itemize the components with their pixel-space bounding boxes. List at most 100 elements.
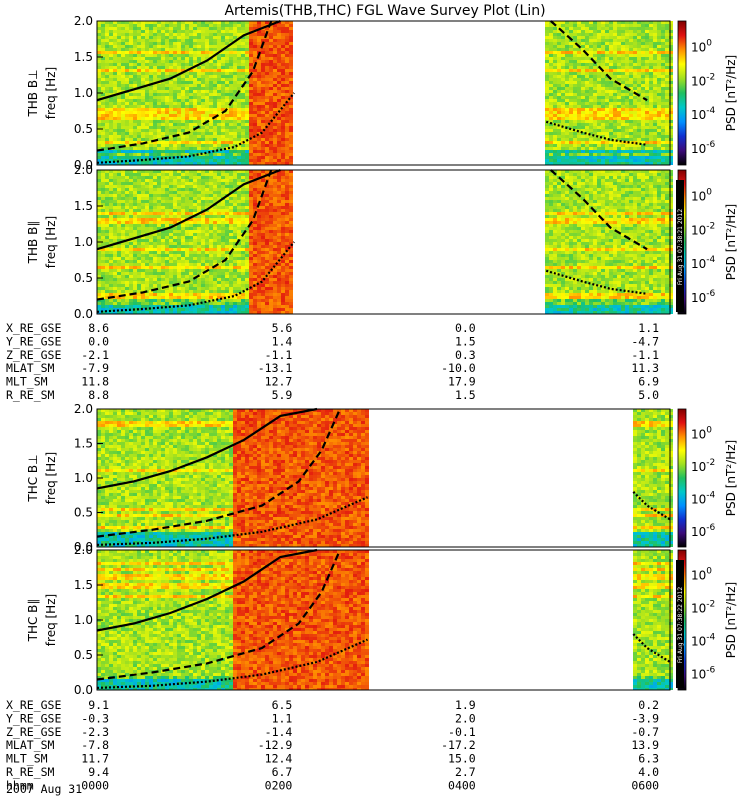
spectrogram-cell xyxy=(209,42,213,45)
spectrogram-cell xyxy=(569,84,573,87)
spectrogram-cell xyxy=(97,242,101,245)
spectrogram-cell xyxy=(249,24,253,27)
spectrogram-cell xyxy=(209,93,213,96)
spectrogram-cell xyxy=(181,269,185,272)
spectrogram-cell xyxy=(137,39,141,42)
spectrogram-cell xyxy=(593,99,597,102)
spectrogram-cell xyxy=(649,123,653,126)
spectrogram-cell xyxy=(197,42,201,45)
spectrogram-cell xyxy=(157,194,161,197)
spectrogram-cell xyxy=(145,224,149,227)
spectrogram-cell xyxy=(637,90,641,93)
spectrogram-cell xyxy=(117,239,121,242)
spectrogram-cell xyxy=(169,173,173,176)
spectrogram-cell xyxy=(621,108,625,111)
spectrogram-cell xyxy=(221,30,225,33)
spectrogram-cell xyxy=(545,42,549,45)
spectrogram-cell xyxy=(285,123,289,126)
spectrogram-cell xyxy=(137,93,141,96)
spectrogram-cell xyxy=(225,123,229,126)
spectrogram-cell xyxy=(237,111,241,114)
spectrogram-cell xyxy=(105,27,109,30)
spectrogram-cell xyxy=(137,81,141,84)
spectrogram-cell xyxy=(625,90,629,93)
spectrogram-cell xyxy=(265,114,269,117)
spectrogram-cell xyxy=(617,57,621,60)
spectrogram-cell xyxy=(245,108,249,111)
spectrogram-cell xyxy=(153,290,157,293)
spectrogram-cell xyxy=(657,36,661,39)
spectrogram-cell xyxy=(637,78,641,81)
spectrogram-cell xyxy=(285,42,289,45)
spectrogram-cell xyxy=(605,33,609,36)
spectrogram-cell xyxy=(161,296,165,299)
spectrogram-cell xyxy=(153,45,157,48)
spectrogram-cell xyxy=(265,108,269,111)
spectrogram-cell xyxy=(105,251,109,254)
spectrogram-cell xyxy=(197,33,201,36)
spectrogram-cell xyxy=(657,27,661,30)
spectrogram-cell xyxy=(157,45,161,48)
spectrogram-cell xyxy=(105,87,109,90)
spectrogram-cell xyxy=(221,36,225,39)
spectrogram-cell xyxy=(121,36,125,39)
spectrogram-cell xyxy=(565,72,569,75)
spectrogram-cell xyxy=(201,159,205,162)
spectrogram-cell xyxy=(277,72,281,75)
spectrogram-cell xyxy=(625,96,629,99)
spectrogram-cell xyxy=(605,114,609,117)
spectrogram-cell xyxy=(289,78,293,81)
spectrogram-cell xyxy=(185,129,189,132)
spectrogram-cell xyxy=(569,120,573,123)
spectrogram-cell xyxy=(161,120,165,123)
spectrogram-cell xyxy=(241,93,245,96)
spectrogram-cell xyxy=(657,105,661,108)
spectrogram-cell xyxy=(289,120,293,123)
spectrogram-cell xyxy=(585,120,589,123)
spectrogram-cell xyxy=(101,45,105,48)
spectrogram-cell xyxy=(221,24,225,27)
spectrogram-cell xyxy=(641,102,645,105)
spectrogram-cell xyxy=(101,290,105,293)
spectrogram-cell xyxy=(181,263,185,266)
spectrogram-cell xyxy=(549,132,553,135)
spectrogram-cell xyxy=(125,233,129,236)
spectrogram-cell xyxy=(217,153,221,156)
spectrogram-cell xyxy=(593,45,597,48)
spectrogram-cell xyxy=(125,27,129,30)
spectrogram-cell xyxy=(97,275,101,278)
spectrogram-cell xyxy=(237,69,241,72)
spectrogram-cell xyxy=(665,108,669,111)
spectrogram-cell xyxy=(281,27,285,30)
spectrogram-cell xyxy=(185,102,189,105)
spectrogram-cell xyxy=(205,150,209,153)
spectrogram-cell xyxy=(141,69,145,72)
colorbar xyxy=(677,20,687,166)
spectrogram-cell xyxy=(253,90,257,93)
spectrogram-cell xyxy=(225,129,229,132)
spectrogram-cell xyxy=(129,182,133,185)
spectrogram-cell xyxy=(577,135,581,138)
spectrogram-cell xyxy=(621,144,625,147)
spectrogram-cell xyxy=(585,69,589,72)
spectrogram-cell xyxy=(569,129,573,132)
spectrogram-cell xyxy=(669,75,673,78)
spectrogram-cell xyxy=(133,60,137,63)
spectrogram-cell xyxy=(157,257,161,260)
spectrogram-cell xyxy=(213,99,217,102)
spectrogram-cell xyxy=(609,66,613,69)
spectrogram-cell xyxy=(617,141,621,144)
spectrogram-cell xyxy=(205,39,209,42)
spectrogram-cell xyxy=(637,81,641,84)
spectrogram-cell xyxy=(237,48,241,51)
spectrogram-cell xyxy=(569,81,573,84)
spectrogram-cell xyxy=(617,48,621,51)
spectrogram-cell xyxy=(149,311,153,314)
spectrogram-cell xyxy=(565,69,569,72)
spectrogram-cell xyxy=(109,111,113,114)
spectrogram-cell xyxy=(165,278,169,281)
spectrogram-cell xyxy=(225,72,229,75)
spectrogram-cell xyxy=(121,212,125,215)
spectrogram-cell xyxy=(153,117,157,120)
spectrogram-cell xyxy=(177,90,181,93)
